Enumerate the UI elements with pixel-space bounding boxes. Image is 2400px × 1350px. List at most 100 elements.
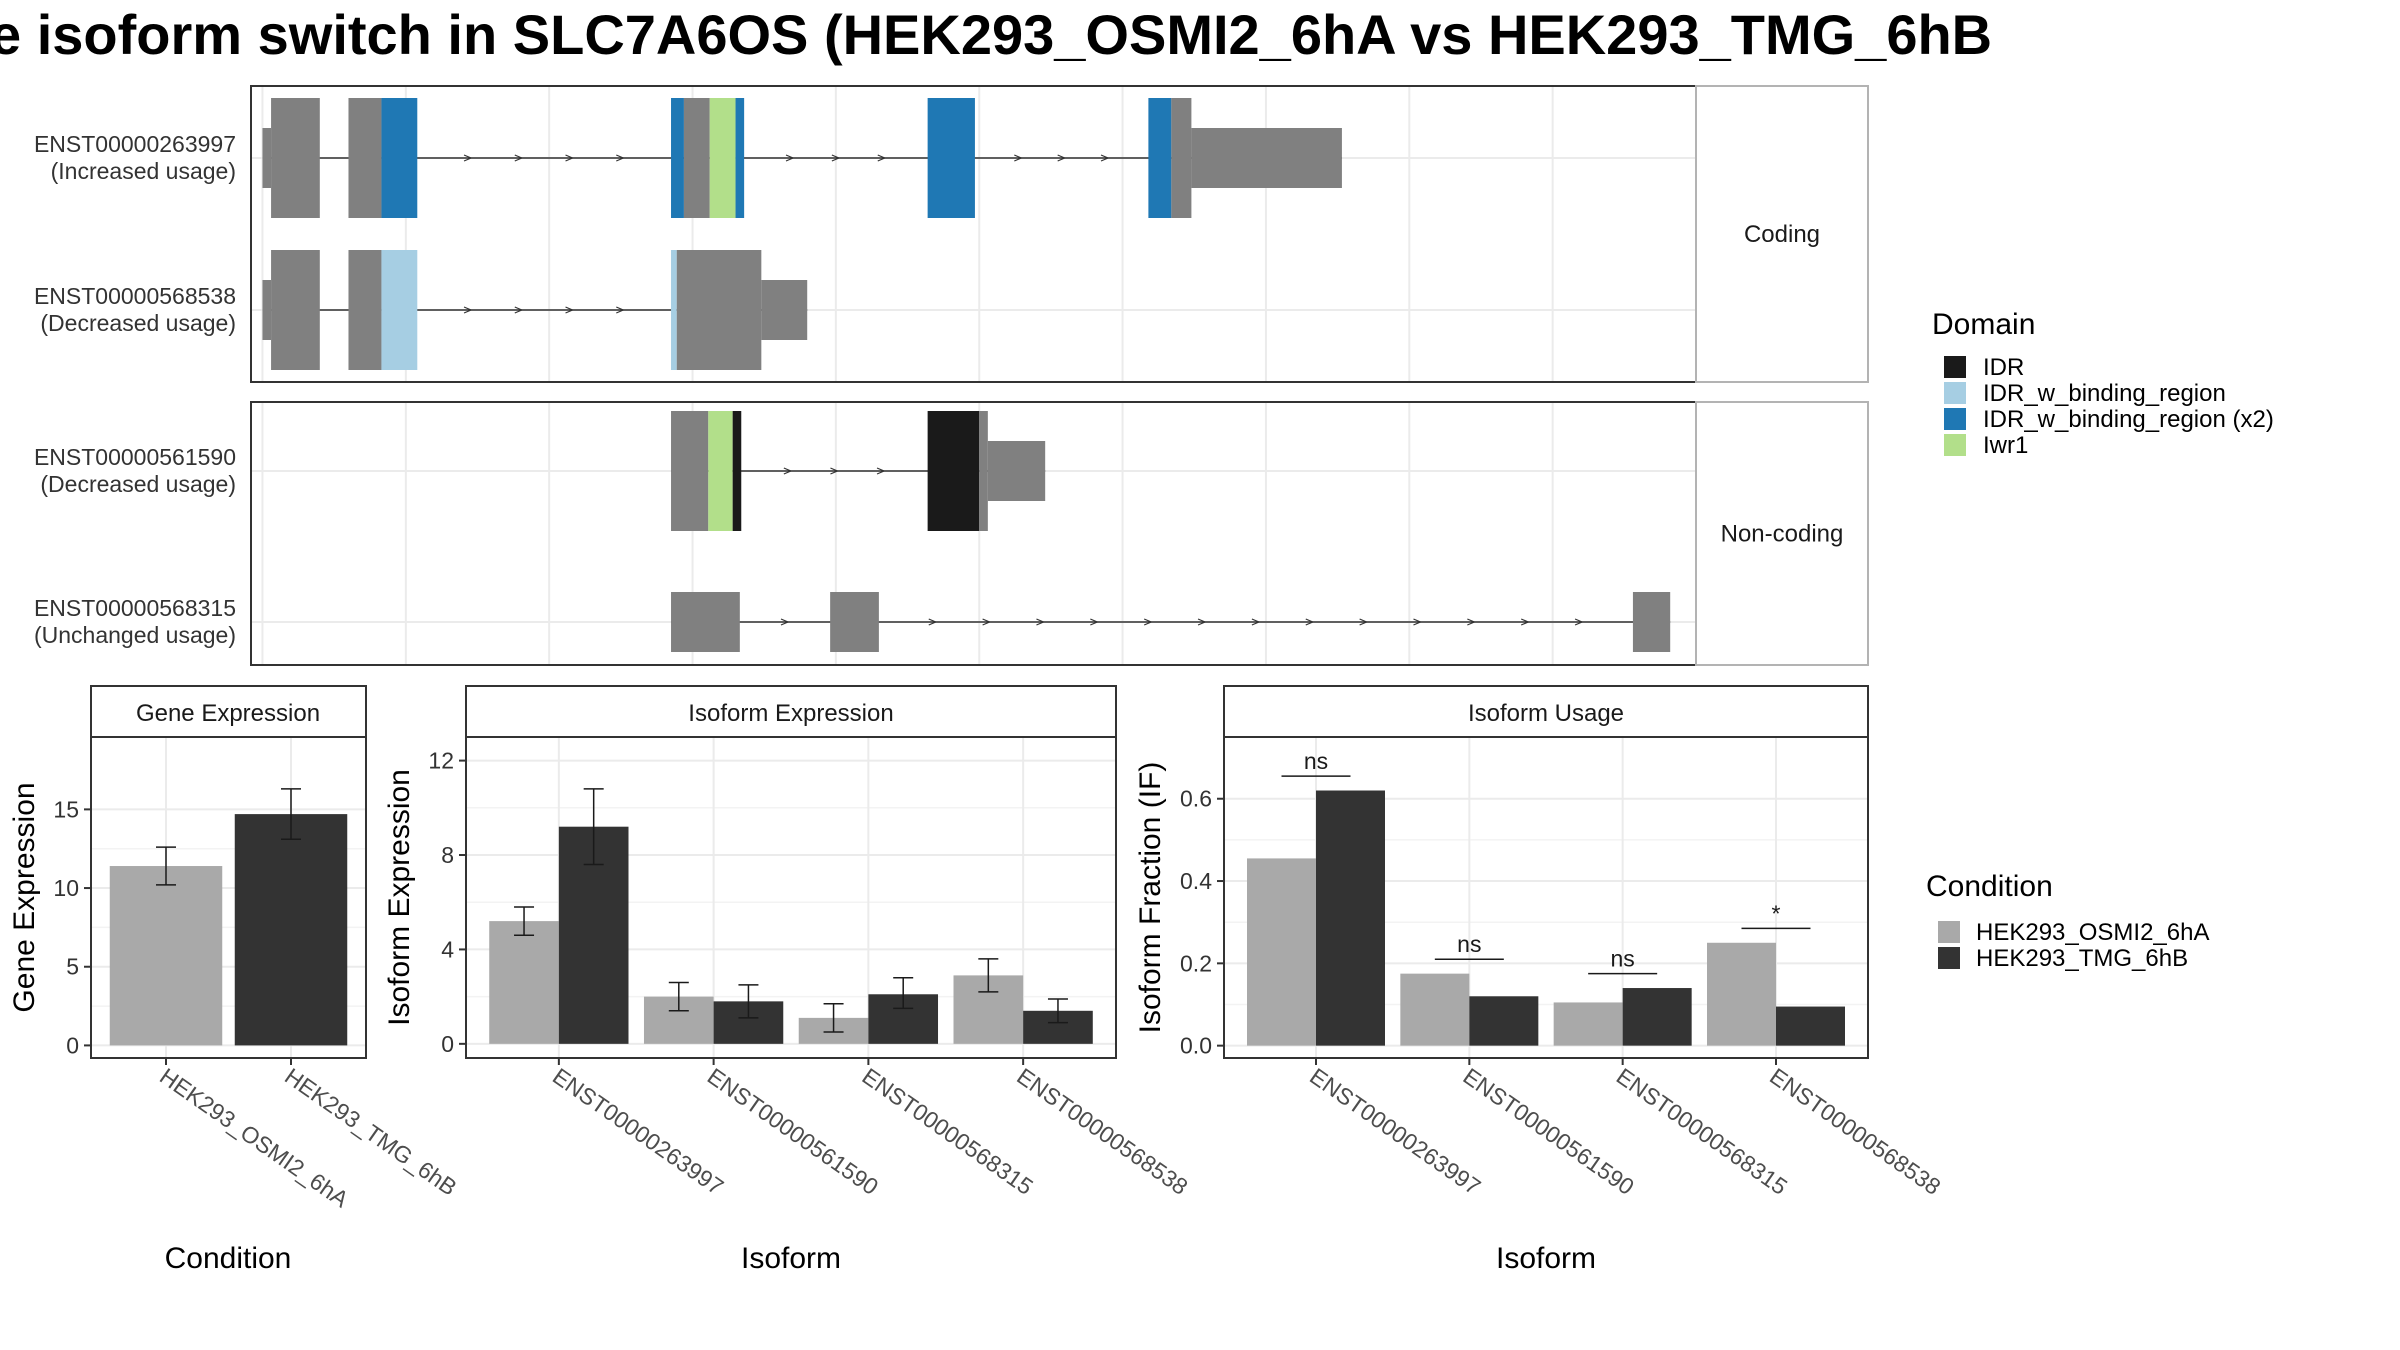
bar: [1400, 973, 1470, 1046]
facet-strip: [90, 685, 367, 738]
y-tick-label: 5: [66, 954, 79, 980]
transcript-ENST00000263997: [262, 98, 1342, 218]
transcript-group-1: Coding: [250, 85, 1869, 383]
direction-arrow: [783, 467, 793, 475]
exon: [1191, 128, 1342, 188]
direction-arrow: [1413, 618, 1423, 626]
exon: [271, 250, 320, 370]
exon: [671, 592, 740, 652]
domain-legend-key: [1944, 356, 1966, 378]
transcript-id-label: ENST00000561590: [34, 444, 236, 470]
transcript-ENST00000568538: [262, 250, 808, 370]
exon: [1632, 592, 1671, 652]
domain-segment: [671, 98, 684, 218]
direction-arrow: [463, 154, 473, 162]
y-axis-title: Gene Expression: [8, 782, 41, 1012]
direction-arrow: [514, 154, 524, 162]
error-bar: [514, 906, 535, 937]
y-axis-title: Isoform Fraction (IF): [1134, 762, 1167, 1034]
direction-arrow: [1036, 618, 1045, 626]
exon: [262, 128, 272, 188]
domain-segment: [708, 411, 733, 531]
domain-segment: [927, 411, 980, 531]
bar: [489, 921, 559, 1044]
exon: [683, 98, 710, 218]
significance-label: ns: [1457, 931, 1481, 957]
exon: [979, 411, 988, 531]
direction-arrow: [831, 154, 841, 162]
exon: [271, 98, 320, 218]
domain-legend-label: IDR: [1983, 354, 2024, 381]
domain-legend-label: Iwr1: [1983, 432, 2028, 459]
domain-legend-label: IDR_w_binding_region: [1983, 380, 2226, 407]
x-tick-label: ENST00000568538: [1012, 1063, 1192, 1200]
x-tick-label: ENST00000263997: [548, 1063, 728, 1200]
condition-legend-key: [1938, 947, 1960, 969]
error-bar: [1047, 998, 1068, 1024]
direction-arrow: [1090, 618, 1099, 626]
direction-arrow: [463, 306, 473, 314]
y-tick-label: 8: [441, 842, 454, 868]
domain-segment: [381, 250, 418, 370]
exon: [262, 280, 272, 340]
domain-segment: [709, 98, 736, 218]
direction-arrow: [616, 306, 625, 314]
exon: [676, 250, 762, 370]
facet-strip: [1695, 85, 1869, 383]
direction-arrow: [565, 306, 575, 314]
domain-segment: [1148, 98, 1172, 218]
direction-arrow: [1467, 618, 1476, 626]
error-bar: [156, 846, 176, 886]
y-tick-label: 12: [428, 748, 454, 774]
x-axis-title: Isoform: [1496, 1242, 1596, 1275]
transcript-usage-label: (Decreased usage): [40, 310, 236, 336]
condition-legend-key: [1938, 921, 1960, 943]
y-tick-label: 0.0: [1180, 1033, 1212, 1059]
bar-panels: 051015HEK293_OSMI2_6hAHEK293_TMG_6hBGene…: [8, 685, 1946, 1275]
panel-2: 04812ENST00000263997ENST00000561590ENST0…: [383, 685, 1193, 1275]
bar: [1316, 790, 1385, 1046]
direction-arrow: [565, 154, 575, 162]
y-tick-label: 0.4: [1180, 868, 1212, 894]
facet-strip-label: Coding: [1744, 221, 1820, 248]
condition-legend-label: HEK293_OSMI2_6hA: [1976, 919, 2209, 946]
bar: [109, 866, 223, 1046]
exon: [1171, 98, 1192, 218]
exon: [671, 411, 709, 531]
error-bar: [738, 984, 759, 1019]
domain-legend-key: [1944, 408, 1966, 430]
bar: [1469, 996, 1539, 1046]
domain-segment: [927, 98, 975, 218]
y-tick-label: 0.2: [1180, 950, 1212, 976]
condition-legend-label: HEK293_TMG_6hB: [1976, 945, 2188, 972]
error-bar: [583, 788, 604, 866]
condition-legend-title: Condition: [1926, 870, 2053, 903]
direction-arrow: [1014, 154, 1023, 162]
transcript-group-2: Non-coding: [250, 401, 1869, 666]
direction-arrow: [1057, 154, 1067, 162]
facet-strip: [1223, 685, 1869, 738]
domain-segment: [381, 98, 418, 218]
bar: [1553, 1002, 1623, 1046]
x-axis-title: Isoform: [741, 1242, 841, 1275]
domain-legend-label: IDR_w_binding_region (x2): [1983, 406, 2274, 433]
direction-arrow: [877, 154, 887, 162]
transcript-id-label: ENST00000263997: [34, 131, 236, 157]
direction-arrow: [1197, 618, 1207, 626]
domain-legend-title: Domain: [1932, 308, 2035, 341]
error-bar: [978, 958, 999, 993]
facet-strip: [1695, 401, 1869, 666]
direction-arrow: [1251, 618, 1261, 626]
domain-segment: [732, 411, 742, 531]
significance-label: ns: [1304, 748, 1328, 774]
facet-strip-label: Non-coding: [1721, 521, 1844, 548]
domain-segment: [735, 98, 745, 218]
panel-title: Isoform Usage: [1468, 700, 1624, 727]
transcript-ENST00000561590: [671, 411, 1046, 531]
direction-arrow: [780, 618, 790, 626]
figure-title: e isoform switch in SLC7A6OS (HEK293_OSM…: [0, 3, 1992, 66]
transcript-usage-label: (Unchanged usage): [34, 622, 236, 648]
direction-arrow: [928, 618, 938, 626]
significance-label: *: [1772, 900, 1781, 926]
